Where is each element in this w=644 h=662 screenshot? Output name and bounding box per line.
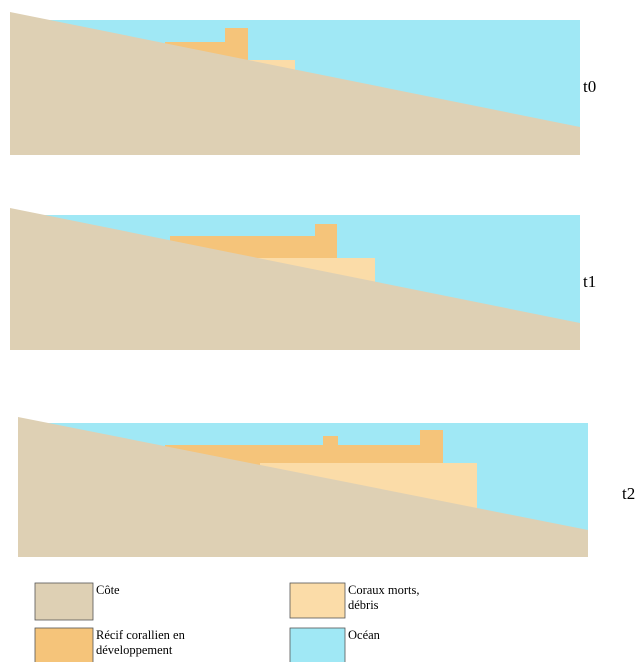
legend: Côte Récif corallien en développement Co… xyxy=(34,582,420,662)
coast xyxy=(10,208,580,350)
time-label: t1 xyxy=(583,272,596,291)
panel-t1: t1 xyxy=(10,208,596,350)
time-label: t0 xyxy=(583,77,596,96)
legend-label: Océan xyxy=(348,628,381,642)
legend-swatch xyxy=(34,582,94,621)
panel-t2: t2 xyxy=(18,417,635,557)
legend-label: développement xyxy=(96,643,173,657)
reef xyxy=(315,224,337,244)
panel-t0: t0 xyxy=(10,12,596,155)
time-label: t2 xyxy=(622,484,635,503)
legend-swatch xyxy=(289,627,346,662)
coast xyxy=(18,417,588,557)
reef xyxy=(323,436,338,448)
legend-label: débris xyxy=(348,598,379,612)
legend-label: Coraux morts, xyxy=(348,583,420,597)
reef xyxy=(225,28,248,48)
legend-swatch xyxy=(289,582,346,619)
coast xyxy=(10,12,580,155)
legend-label: Récif corallien en xyxy=(96,628,186,642)
legend-swatch xyxy=(34,627,94,662)
reef xyxy=(420,430,443,448)
legend-label: Côte xyxy=(96,583,120,597)
